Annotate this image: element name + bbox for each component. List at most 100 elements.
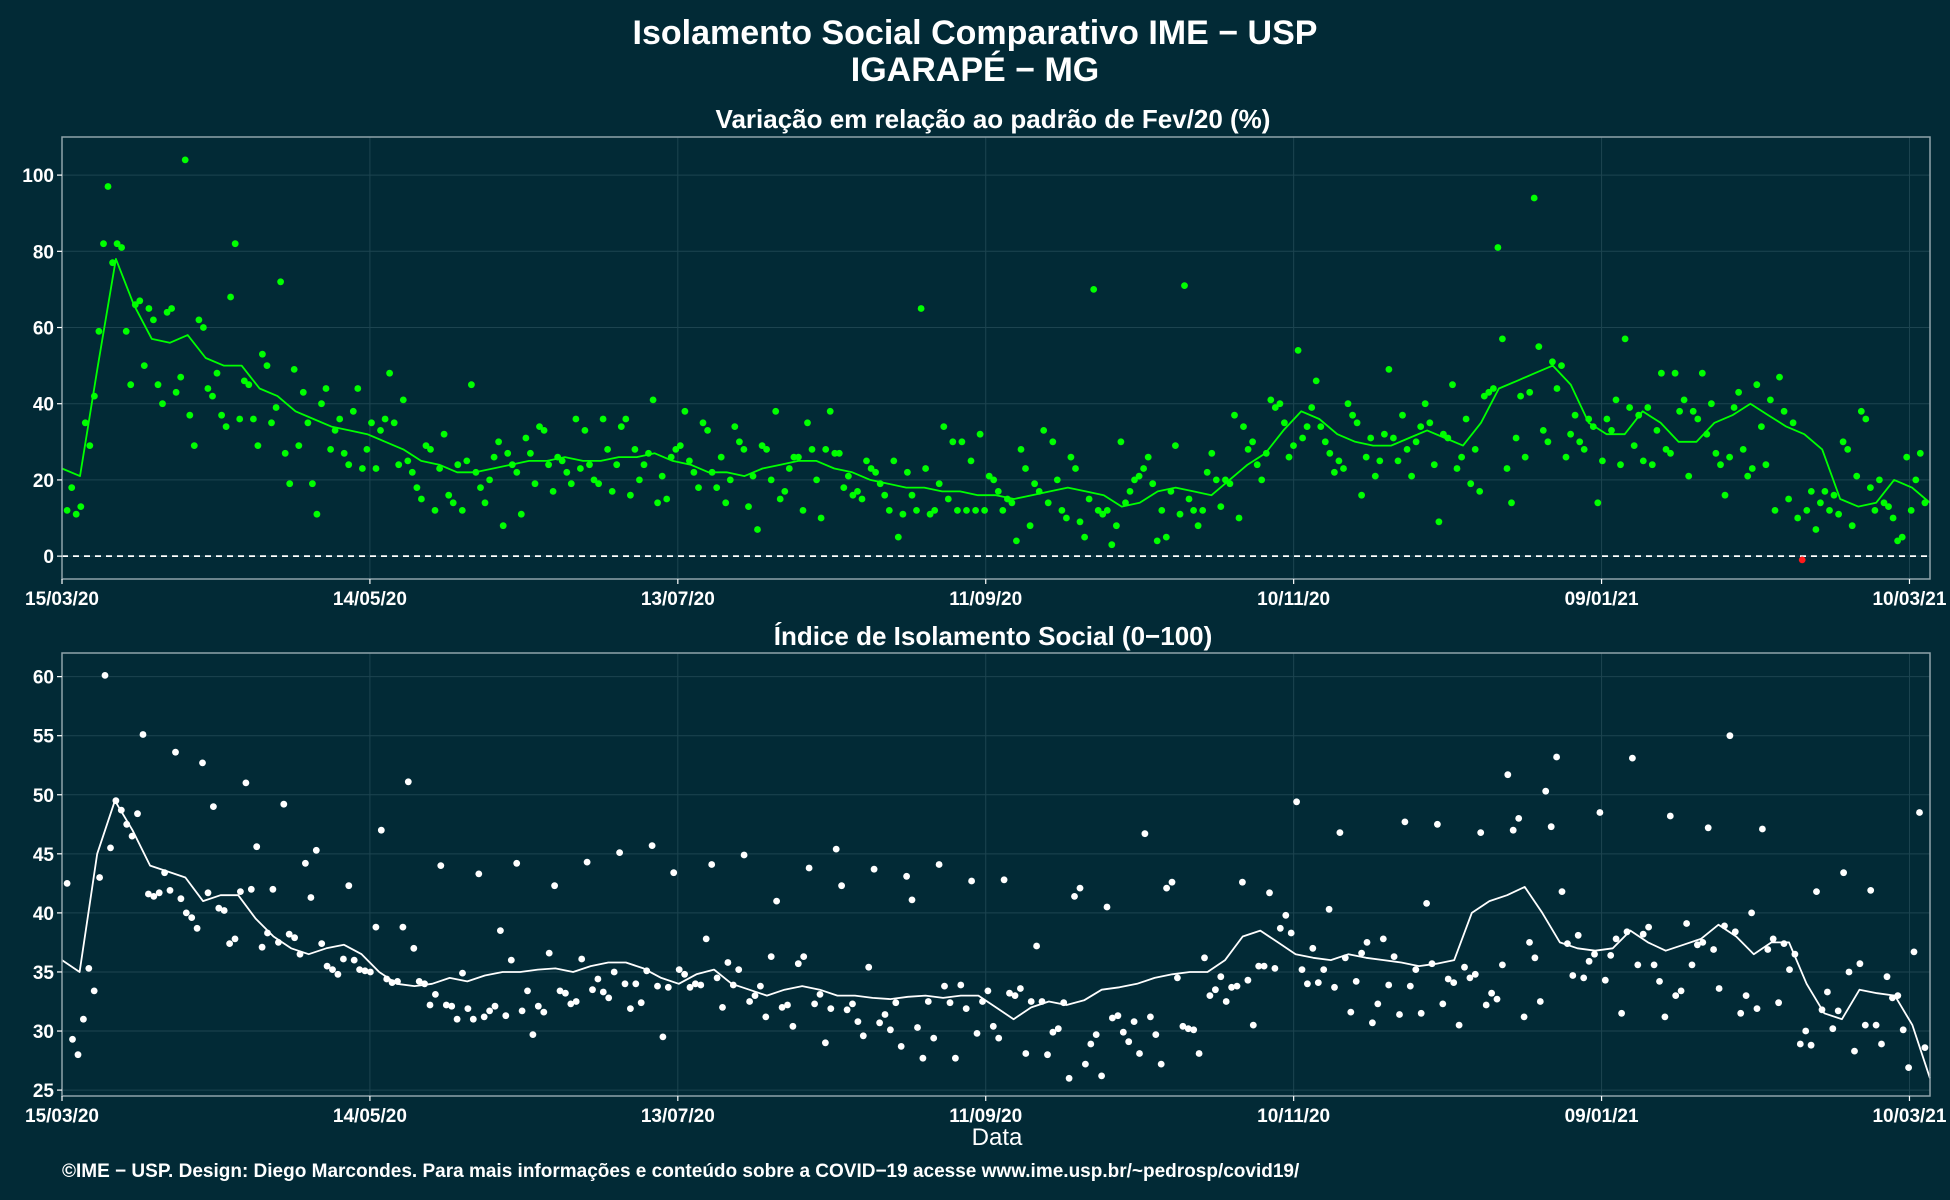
data-point — [922, 465, 929, 472]
data-point — [1390, 434, 1397, 442]
data-point — [1883, 973, 1891, 981]
data-point — [1244, 976, 1252, 984]
data-point — [640, 461, 648, 469]
data-point — [1867, 484, 1874, 491]
data-point — [981, 507, 988, 514]
data-point — [399, 923, 407, 931]
data-point — [589, 986, 596, 994]
data-point — [540, 1008, 548, 1016]
data-point — [1688, 961, 1696, 969]
data-point — [935, 861, 943, 868]
data-point — [1331, 468, 1338, 476]
data-point — [1780, 407, 1788, 415]
data-point — [122, 327, 130, 335]
data-point — [210, 803, 217, 810]
data-point — [811, 1000, 818, 1008]
data-point — [567, 1000, 575, 1008]
data-point — [118, 244, 125, 251]
data-point — [1208, 449, 1216, 457]
data-point — [785, 465, 793, 472]
data-point — [522, 434, 530, 442]
data-point — [731, 423, 739, 430]
data-point — [90, 987, 98, 995]
data-point — [1821, 488, 1829, 495]
data-point — [995, 1034, 1003, 1042]
data-point — [908, 491, 916, 499]
data-point — [336, 415, 344, 423]
data-point — [1017, 985, 1024, 992]
data-point — [1406, 982, 1414, 990]
data-point — [213, 369, 221, 377]
data-point — [1530, 194, 1538, 202]
data-point — [1385, 981, 1393, 989]
data-point — [1152, 1031, 1160, 1038]
data-point — [1558, 888, 1566, 895]
panel-bottom-title: Índice de Isolamento Social (0−100) — [774, 621, 1213, 651]
data-point — [816, 991, 824, 998]
data-point — [323, 962, 331, 970]
data-point — [1122, 499, 1129, 507]
main-subtitle: IGARAPÉ − MG — [851, 51, 1099, 89]
data-point — [486, 1007, 493, 1015]
data-point — [590, 476, 598, 484]
data-point — [608, 488, 616, 495]
data-point — [617, 423, 625, 430]
data-point — [717, 453, 725, 461]
data-point — [1067, 453, 1075, 461]
data-point — [159, 400, 166, 408]
data-point — [1824, 988, 1831, 996]
data-point — [1744, 472, 1752, 480]
data-point — [495, 438, 502, 446]
data-point — [1467, 480, 1475, 488]
data-point — [1072, 465, 1079, 472]
data-point — [209, 392, 216, 400]
data-point — [1857, 407, 1865, 415]
data-point — [958, 438, 966, 446]
data-point — [486, 476, 493, 484]
panel-top-title: Variação em relação ao padrão de Fev/20 … — [716, 104, 1271, 134]
data-point — [881, 491, 889, 499]
data-point — [1520, 1013, 1528, 1021]
data-point — [736, 438, 743, 446]
main-title: Isolamento Social Comparativo IME − USP — [633, 14, 1318, 52]
data-point — [957, 981, 965, 989]
data-point — [1612, 935, 1620, 943]
data-point — [1347, 1008, 1355, 1016]
data-point — [413, 484, 421, 491]
data-point — [578, 955, 586, 963]
data-point — [649, 396, 657, 404]
data-point — [973, 1030, 981, 1037]
data-point — [280, 800, 288, 808]
data-point — [1704, 824, 1712, 832]
data-point — [1477, 829, 1485, 836]
data-point — [930, 1034, 938, 1042]
data-point — [563, 468, 571, 476]
data-point — [1027, 998, 1035, 1005]
x-tick-label: 10/11/20 — [1257, 1106, 1330, 1127]
data-point — [340, 955, 347, 963]
data-point — [1916, 449, 1924, 457]
data-point — [1493, 995, 1501, 1003]
data-point — [1085, 495, 1093, 503]
data-point — [372, 923, 380, 931]
data-point — [799, 507, 807, 514]
data-point — [664, 983, 672, 991]
data-point — [318, 940, 326, 947]
data-point — [1031, 480, 1038, 488]
data-point — [1017, 446, 1025, 453]
data-point — [85, 965, 93, 972]
data-point — [534, 1002, 542, 1010]
data-point — [594, 975, 602, 983]
data-point — [188, 914, 196, 921]
data-point — [377, 427, 384, 434]
data-point — [1174, 974, 1181, 982]
data-point — [1571, 411, 1579, 419]
data-point — [499, 522, 507, 530]
caption: ©IME − USP. Design: Diego Marcondes. Par… — [62, 1161, 1300, 1182]
data-point — [299, 388, 307, 396]
data-point — [562, 989, 569, 997]
data-point — [1490, 385, 1497, 392]
data-point — [1163, 884, 1170, 892]
data-point — [613, 461, 621, 469]
data-point — [621, 980, 629, 988]
